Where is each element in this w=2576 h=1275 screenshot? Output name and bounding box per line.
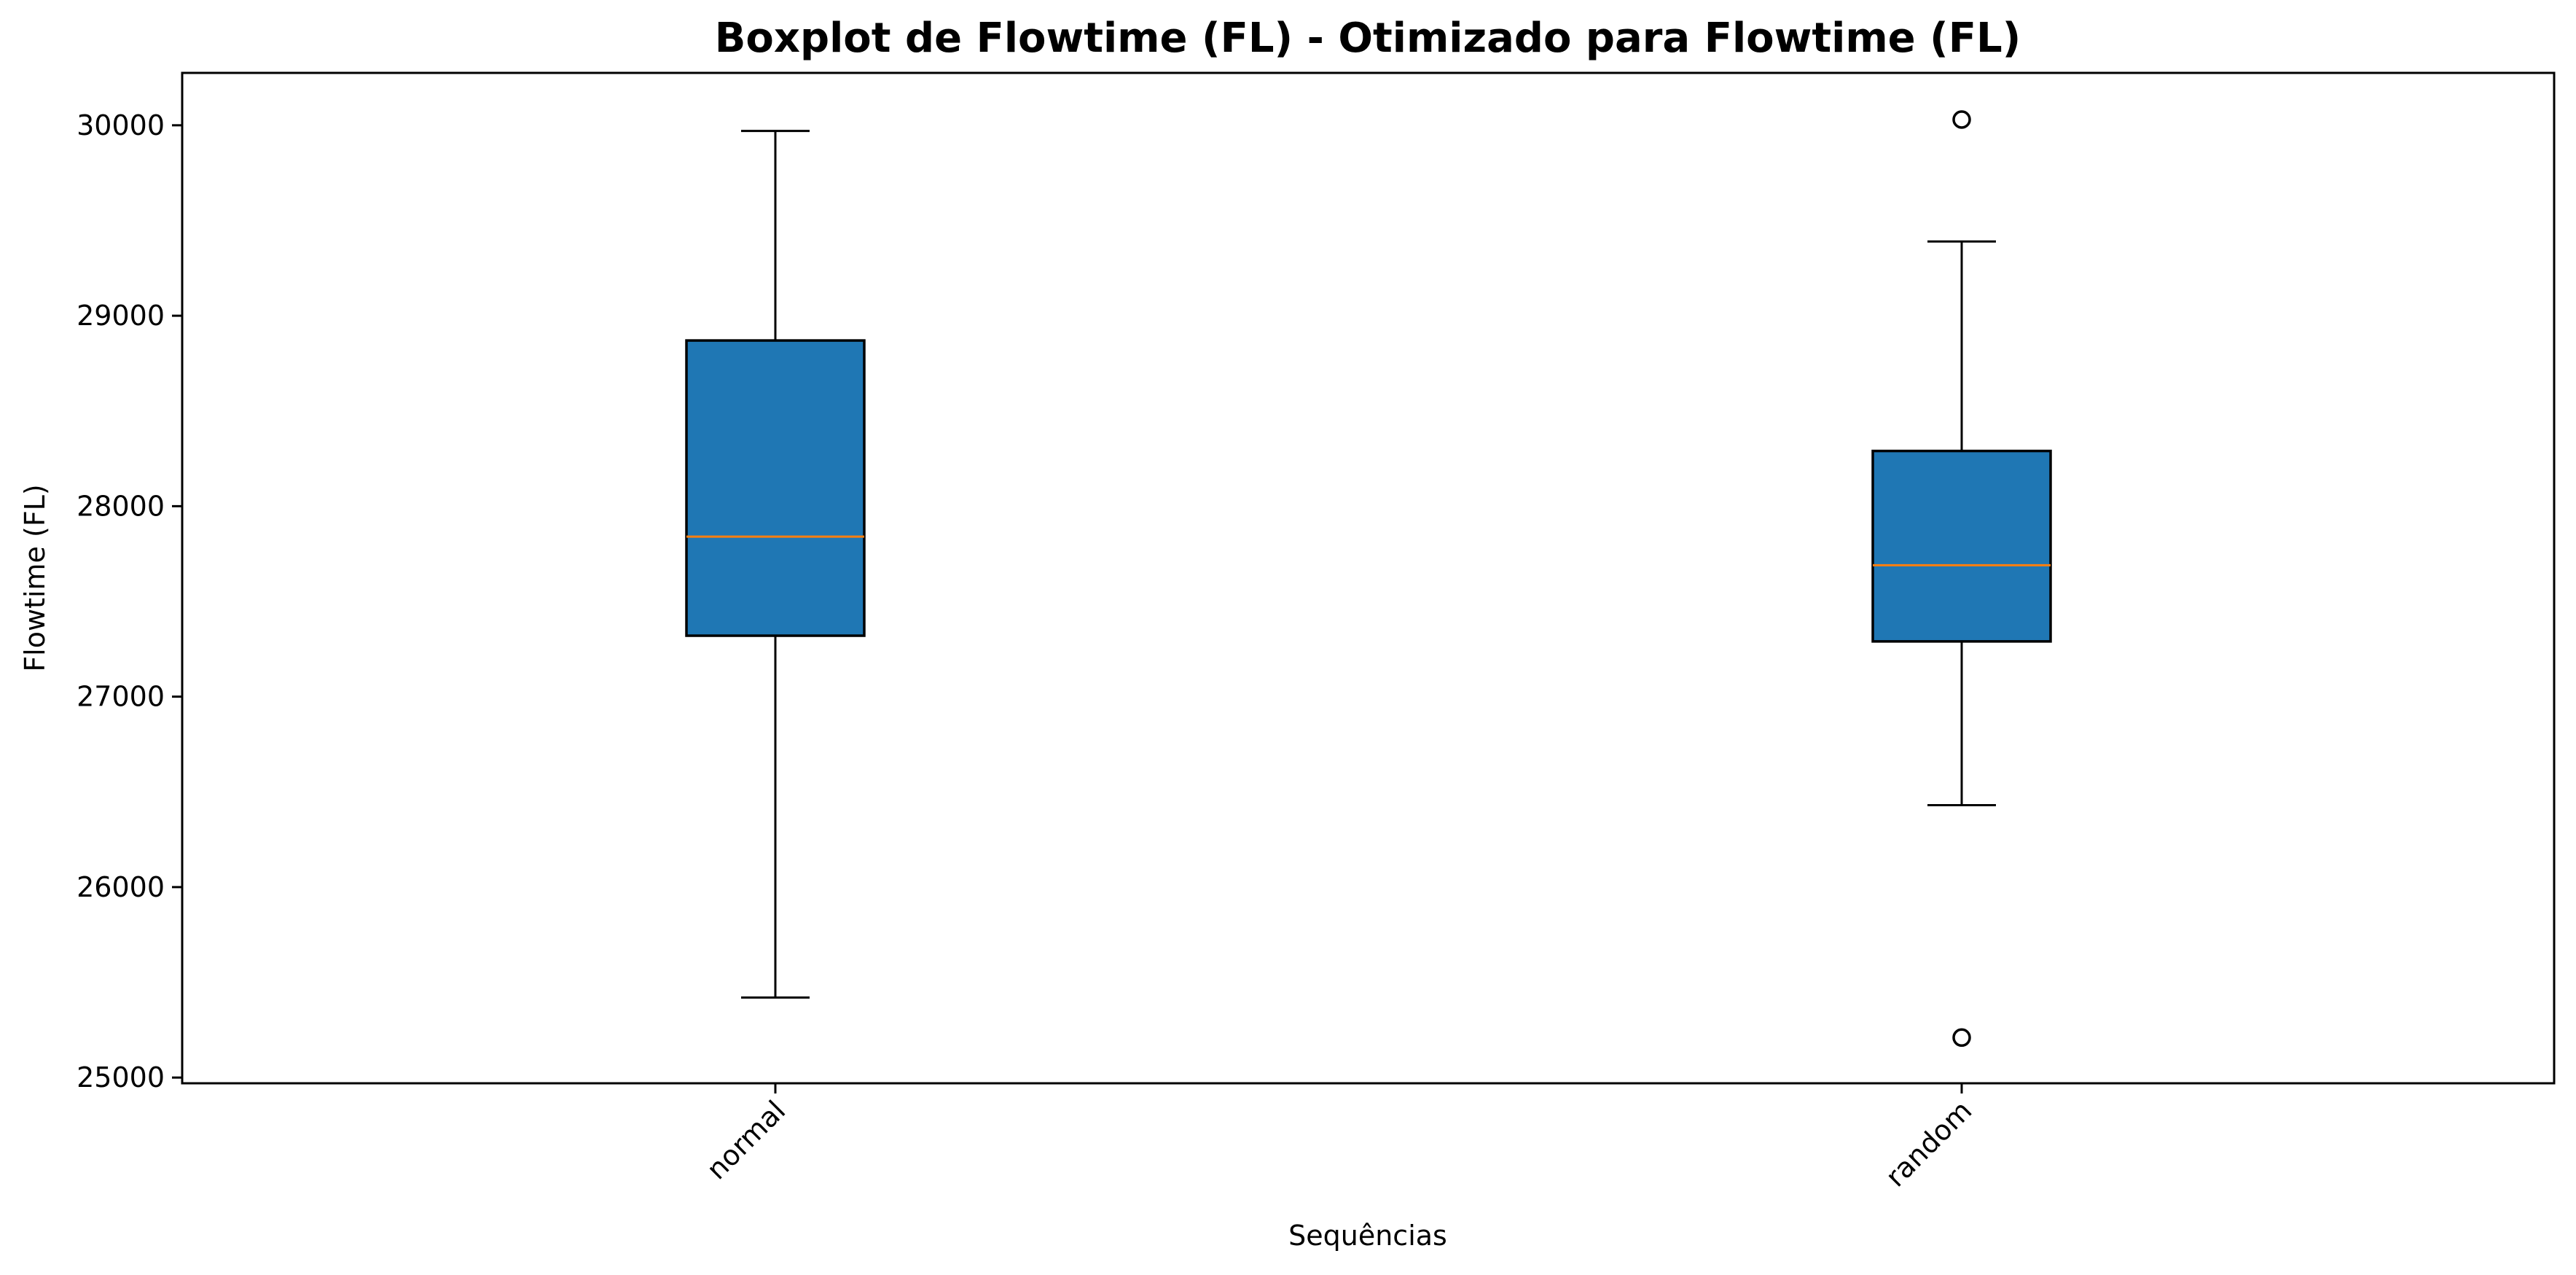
plot-frame <box>181 71 2556 1085</box>
plot-marks <box>685 110 2052 1048</box>
y-tick-label: 29000 <box>77 300 165 332</box>
y-tick-label: 30000 <box>77 109 165 141</box>
y-tick-label: 27000 <box>77 681 165 713</box>
box-random <box>1871 449 2052 643</box>
box-normal <box>685 339 866 637</box>
chart-title: Boxplot de Flowtime (FL) - Otimizado par… <box>715 15 2021 62</box>
y-tick-label: 26000 <box>77 871 165 903</box>
x-axis-label: Sequências <box>1288 1220 1447 1252</box>
box-group-normal <box>685 130 866 999</box>
y-axis-label: Flowtime (FL) <box>19 484 51 671</box>
outlier-point <box>1952 1028 1971 1048</box>
box-group-random <box>1871 110 2052 1048</box>
y-tick-label: 25000 <box>77 1061 165 1093</box>
y-axis: 25000 26000 27000 28000 29000 30000 <box>77 109 182 1093</box>
outlier-point <box>1952 110 1971 129</box>
y-tick-label: 28000 <box>77 490 165 522</box>
